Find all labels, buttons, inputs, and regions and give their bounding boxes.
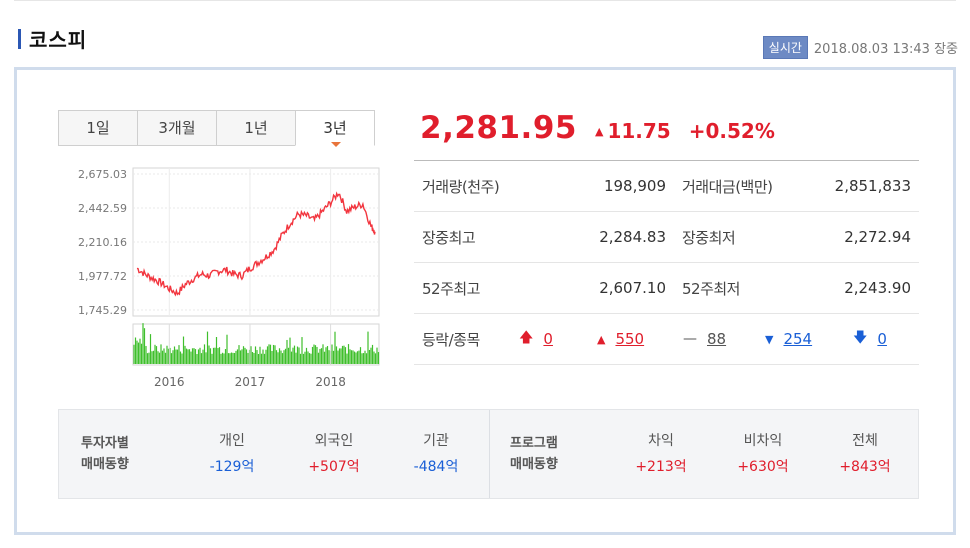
limit-up-count[interactable]: 🡅 0	[519, 327, 597, 351]
x-tick-label: 2018	[315, 375, 346, 389]
unchanged-count[interactable]: —88	[683, 330, 727, 348]
y-tick-label: 1,745.29	[78, 304, 127, 317]
current-price: 2,281.95	[420, 110, 577, 146]
program-trend: 프로그램 매매동향 차익 +213억 비차익 +630억 전체 +843억	[489, 410, 918, 498]
program-trend-heading: 프로그램 매매동향	[510, 436, 558, 472]
dash-unchanged-icon: —	[683, 331, 697, 347]
tab-1day[interactable]: 1일	[58, 110, 138, 146]
index-panel: 1일 3개월 1년 3년 2,675.03 2,442.59 2,210.16 1,9…	[14, 67, 956, 535]
stats-row: 장중최고 2,284.83 장중최저 2,272.94	[414, 212, 919, 263]
stat-value: 2,607.10	[599, 279, 666, 297]
arrow-down-limit-icon: 🡇	[853, 330, 868, 346]
x-tick-label: 2016	[154, 375, 185, 389]
updown-row: 등락/종목 🡅 0 ▲ 550 —88 ▼ 254 🡇 0	[414, 314, 919, 365]
stat-label: 52주최고	[422, 279, 481, 298]
triangle-up-icon: ▲	[594, 125, 604, 138]
price-change: ▲ 11.75	[595, 119, 671, 143]
stat-label: 거래대금(백만)	[682, 177, 773, 196]
updown-label: 등락/종목	[422, 330, 480, 349]
stat-label: 장중최고	[422, 228, 476, 247]
stats-row: 52주최고 2,607.10 52주최저 2,243.90	[414, 263, 919, 314]
investor-individual: 개인 -129억	[209, 433, 255, 475]
updown-list: 🡅 0 ▲ 550 —88 ▼ 254 🡇 0	[519, 327, 919, 351]
x-tick-label: 2017	[235, 375, 266, 389]
page-title-text: 코스피	[29, 28, 88, 52]
triangle-up-icon: ▲	[597, 332, 606, 346]
stat-value: 2,851,833	[834, 177, 911, 195]
title-accent-bar	[18, 28, 21, 49]
program-arbitrage: 차익 +213억	[635, 433, 687, 475]
investor-trend: 투자자별 매매동향 개인 -129억 외국인 +507억 기관 -484억	[59, 410, 489, 498]
y-tick-label: 2,442.59	[78, 202, 127, 215]
y-tick-label: 2,675.03	[78, 168, 127, 181]
investor-foreign: 외국인 +507억	[308, 433, 360, 475]
price-chart: 2,675.03 2,442.59 2,210.16 1,977.72 1,745.29…	[78, 167, 380, 389]
top-divider	[14, 0, 956, 1]
y-tick-label: 1,977.72	[78, 270, 127, 283]
period-tabs: 1일 3개월 1년 3년	[58, 110, 375, 147]
stat-value: 198,909	[603, 177, 666, 195]
quote-summary: 2,281.95 ▲ 11.75 +0.52%	[420, 110, 775, 146]
tab-3year[interactable]: 3년	[295, 110, 375, 147]
tab-1year[interactable]: 1년	[216, 110, 296, 146]
stats-table: 거래량(천주) 198,909 거래대금(백만) 2,851,833 장중최고 …	[414, 160, 919, 365]
investor-trading-panel: 투자자별 매매동향 개인 -129억 외국인 +507억 기관 -484억 프로…	[58, 409, 919, 499]
stat-value: 2,272.94	[844, 228, 911, 246]
stats-row: 거래량(천주) 198,909 거래대금(백만) 2,851,833	[414, 161, 919, 212]
program-total: 전체 +843억	[839, 433, 891, 475]
program-non-arbitrage: 비차익 +630억	[737, 433, 789, 475]
triangle-down-icon: ▼	[765, 332, 774, 346]
price-line	[136, 191, 376, 297]
stat-label: 거래량(천주)	[422, 177, 500, 196]
stat-label: 52주최저	[682, 279, 741, 298]
price-change-percent: +0.52%	[688, 119, 775, 143]
realtime-status: 실시간 2018.08.03 13:43 장중	[762, 36, 958, 59]
stat-label: 장중최저	[682, 228, 736, 247]
investor-trend-heading: 투자자별 매매동향	[81, 436, 129, 472]
investor-institution: 기관 -484억	[413, 433, 459, 475]
arrow-up-limit-icon: 🡅	[519, 330, 534, 346]
y-tick-label: 2,210.16	[78, 236, 127, 249]
tab-3month[interactable]: 3개월	[137, 110, 217, 146]
price-change-value: 11.75	[607, 119, 671, 143]
realtime-badge: 실시간	[762, 36, 808, 59]
rise-count[interactable]: ▲ 550	[597, 330, 645, 348]
timestamp: 2018.08.03 13:43 장중	[813, 42, 958, 57]
stat-value: 2,243.90	[844, 279, 911, 297]
page-title: 코스피	[18, 24, 87, 53]
stat-value: 2,284.83	[599, 228, 666, 246]
fall-count[interactable]: ▼ 254	[765, 330, 813, 348]
limit-down-count[interactable]: 🡇 0	[853, 327, 887, 351]
